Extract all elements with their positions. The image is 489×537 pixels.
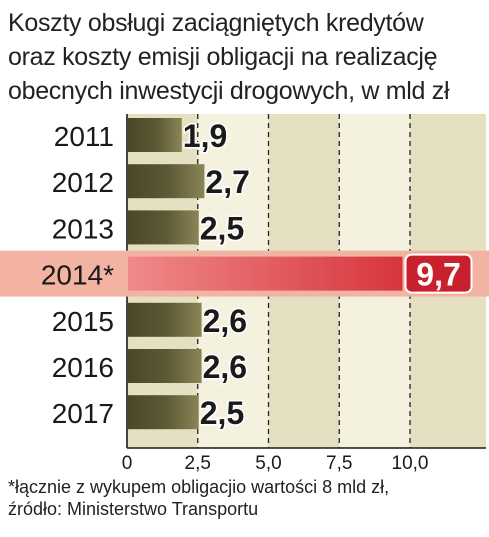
- bar: [128, 395, 199, 430]
- value-label: 2,5: [200, 395, 244, 431]
- chart-title: Koszty obsługi zaciągniętych kredytów or…: [8, 6, 486, 108]
- title-line-2: oraz koszty emisji obligacji na realizac…: [8, 43, 438, 71]
- value-label-badge: [404, 253, 473, 294]
- category-label: 2011: [54, 121, 114, 152]
- value-label: 2,7: [205, 164, 249, 200]
- bar: [128, 210, 199, 245]
- bar: [128, 256, 403, 291]
- category-label: 2012: [52, 167, 114, 198]
- value-label: 2,6: [203, 349, 247, 385]
- x-tick-label: 2,5: [185, 453, 211, 474]
- footnote: *łącznie z wykupem obligacjio wartości 8…: [8, 476, 486, 520]
- category-label: 2013: [52, 213, 114, 244]
- category-label: 2015: [52, 306, 114, 337]
- bar: [128, 118, 182, 152]
- value-label: 1,9: [183, 118, 227, 154]
- footnote-source: źródło: Ministerstwo Transportu: [8, 499, 259, 519]
- x-tick-label: 5,0: [255, 453, 281, 474]
- title-line-1: Koszty obsługi zaciągniętych kredytów: [8, 9, 424, 37]
- x-tick-label: 7,5: [326, 453, 352, 474]
- value-label: 9,7: [416, 257, 460, 293]
- x-tick-label: 10,0: [392, 453, 429, 474]
- category-label: 2014*: [41, 260, 114, 291]
- footnote-line-1: *łącznie z wykupem obligacjio wartości 8…: [8, 477, 390, 497]
- value-label: 2,5: [200, 210, 244, 246]
- bar: [128, 302, 202, 337]
- category-label: 2016: [52, 352, 114, 383]
- title-line-3: obecnych inwestycji drogowych, w mld zł: [8, 77, 450, 105]
- x-tick-label: 0: [122, 453, 133, 474]
- bar: [128, 349, 202, 383]
- value-label: 2,6: [203, 303, 247, 339]
- bar: [128, 164, 205, 199]
- category-label: 2017: [52, 398, 114, 429]
